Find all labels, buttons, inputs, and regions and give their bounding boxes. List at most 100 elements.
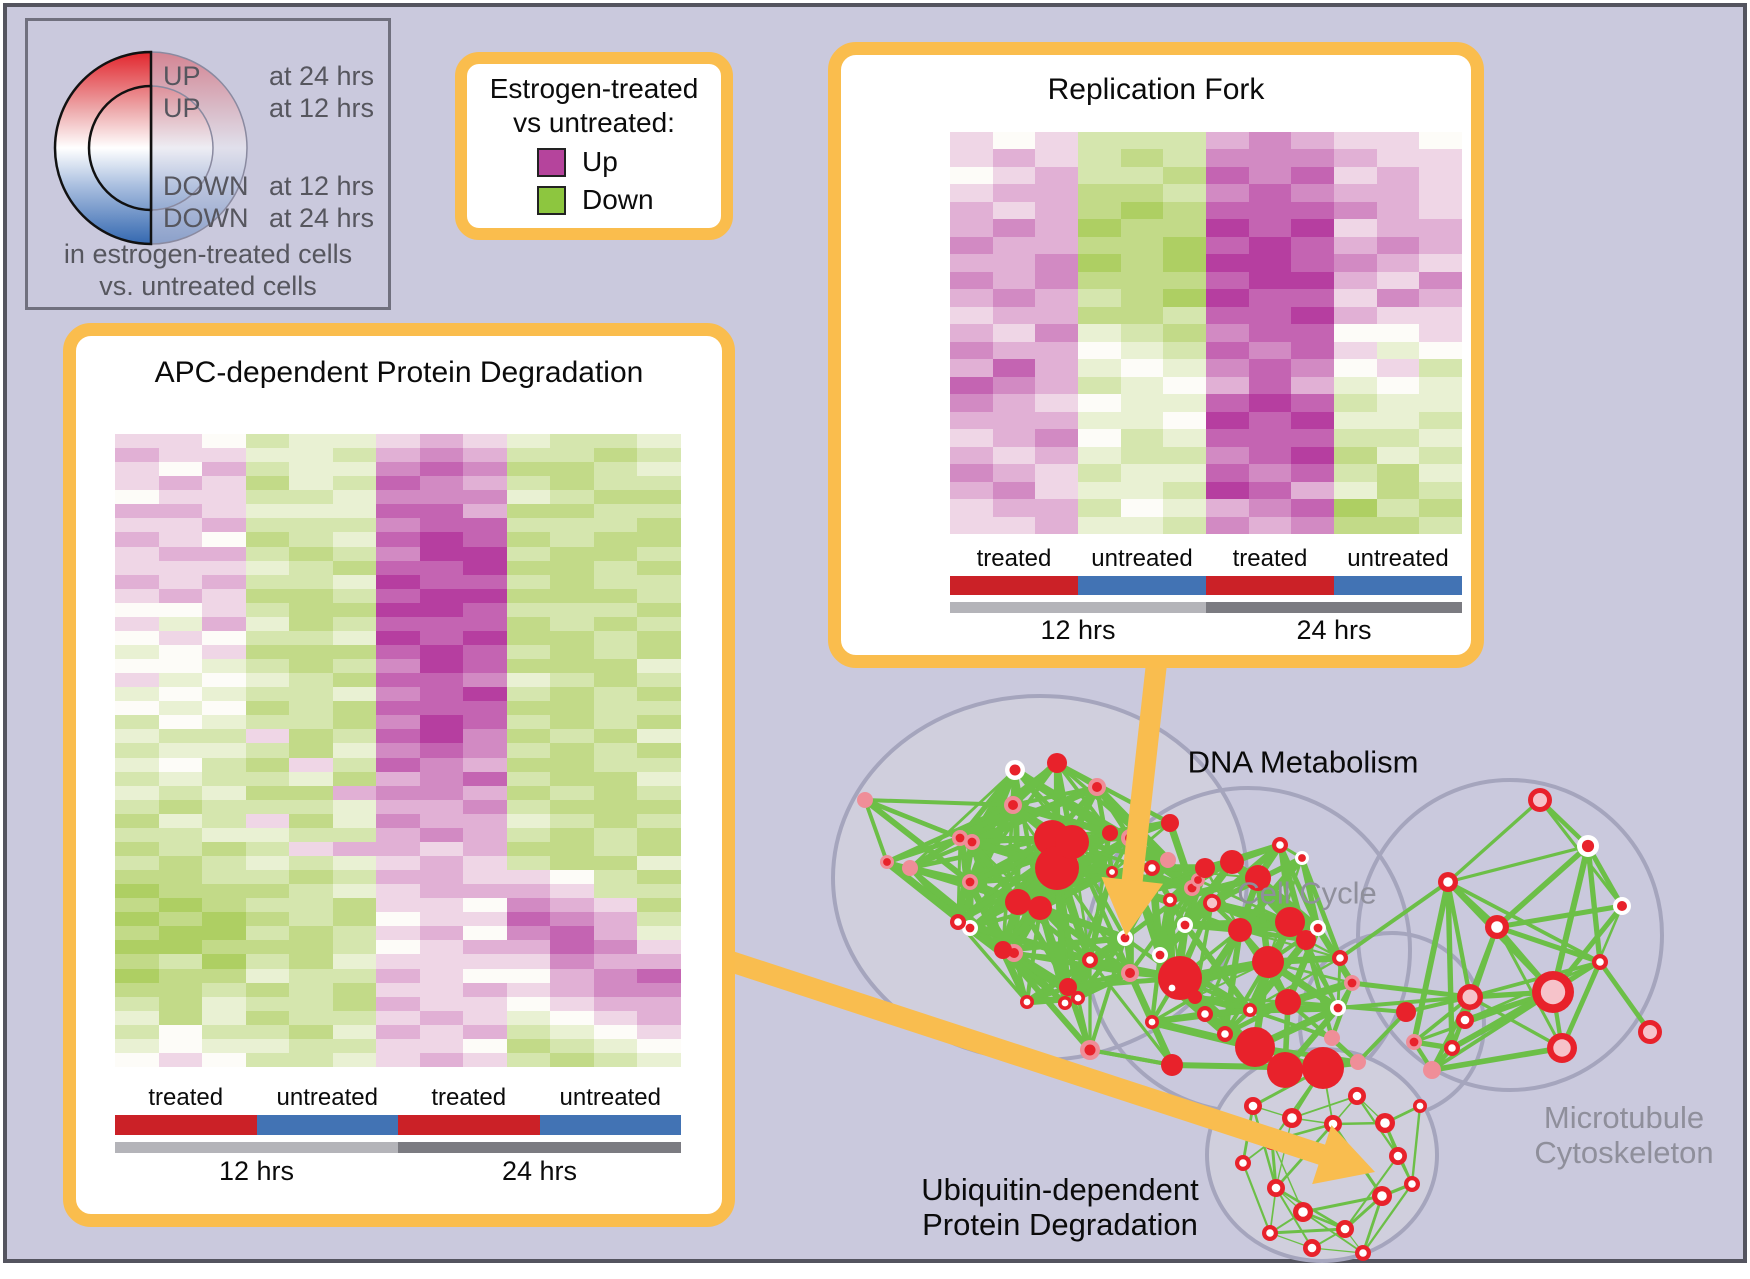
time-text: at 12 hrs [268,93,374,123]
heatmap-cell [950,376,993,395]
heatmap-cell [992,219,1036,237]
heatmap-cell [463,1038,507,1053]
heatmap-cell [593,687,638,702]
heatmap-cell [1206,376,1249,395]
heatmap-cell [158,574,203,589]
heatmap-cell [637,743,681,758]
heatmap-cell [202,644,246,660]
heatmap-cell [550,743,594,758]
heatmap-cell [1206,254,1249,272]
heatmap-cell [593,673,638,688]
heatmap-cell [1419,411,1462,430]
heatmap-cell [1291,219,1334,237]
heatmap-cell [1334,429,1377,447]
heatmap-cell [506,884,551,899]
heatmap-cell [593,1010,638,1025]
heatmap-cell [1120,359,1164,377]
heatmap-cell [1419,219,1462,237]
heatmap-cell [550,884,594,899]
heatmap-cell [115,954,159,969]
heatmap-cell [593,940,638,955]
heatmap-cell [1248,359,1292,377]
gene-node-center [1393,1151,1403,1161]
gene-node [1028,896,1052,920]
heatmap-cell [332,813,377,828]
heatmap-cell [289,1038,333,1053]
heatmap-cell [550,448,594,463]
network-edge [1291,1095,1358,1119]
heatmap-cell [1419,324,1462,342]
heatmap-cell [550,673,594,688]
heatmap-cell [376,518,420,533]
heatmap-cell [289,968,333,983]
heatmap-cell [419,504,464,519]
heatmap-cell [115,968,159,983]
heatmap-cell [593,771,638,786]
heatmap-cell [1291,464,1334,482]
network-edge [1302,1194,1383,1214]
heatmap-cell [1163,184,1206,202]
heatmap-cell [637,560,681,575]
heatmap-cell [376,546,420,561]
heatmap-cell [332,518,377,533]
heatmap-cell [289,1010,333,1025]
gene-node-center [1194,876,1202,884]
heatmap-cell [506,1052,551,1067]
heatmap-cell [1078,201,1121,220]
heatmap-cell [637,940,681,955]
heatmap-cell [637,546,681,561]
gene-node [1102,825,1118,841]
network-edge [1585,844,1625,908]
heatmap-cell [376,1010,420,1025]
heatmap-cell [332,729,377,744]
heatmap-cell [158,855,203,871]
heatmap-cell [332,434,377,449]
heatmap-cell [245,574,290,589]
heatmap-cell [245,968,290,983]
heatmap-cell [1291,394,1334,412]
heatmap-cell [376,898,420,913]
heatmap-cell [332,476,377,491]
apc-treatment-bar [115,1115,681,1135]
heatmap-cell [289,687,333,702]
heatmap-cell [332,996,377,1011]
heatmap-cell [593,588,638,603]
heatmap-cell [376,701,420,716]
heatmap-cell [1248,464,1292,482]
heatmap-cell [245,701,290,716]
heatmap-cell [1163,341,1206,360]
heatmap-cell [332,855,377,871]
network-edge [886,835,961,865]
heatmap-cell [115,771,159,786]
heatmap-cell [115,996,159,1011]
heatmap-cell [1291,254,1334,272]
heatmap-cell [1035,341,1078,360]
heatmap-cell [1376,446,1420,465]
heatmap-cell [593,841,638,856]
heatmap-cell [992,271,1036,290]
heatmap-cell [1163,306,1206,325]
heatmap-cell [550,841,594,856]
heatmap-cell [550,996,594,1011]
heatmap-cell [419,855,464,871]
treatment-bar-segment [1078,576,1206,595]
gene-node-center [1359,1249,1367,1257]
heatmap-cell [463,884,507,899]
heatmap-cell [463,518,507,533]
heatmap-cell [593,448,638,463]
heatmap-cell [1248,376,1292,395]
heatmap-cell [289,1024,333,1039]
heatmap-cell [289,560,333,575]
heatmap-cell [593,644,638,660]
heatmap-cell [1078,254,1121,272]
heatmap-cell [419,743,464,758]
heatmap-cell [463,912,507,927]
heatmap-cell [593,574,638,589]
heatmap-cell [1291,271,1334,290]
heatmap-cell [289,630,333,645]
network-edge [1469,960,1601,999]
gene-node [1252,946,1284,978]
heatmap-cell [245,602,290,617]
heatmap-cell [332,715,377,730]
heatmap-cell [1419,306,1462,325]
